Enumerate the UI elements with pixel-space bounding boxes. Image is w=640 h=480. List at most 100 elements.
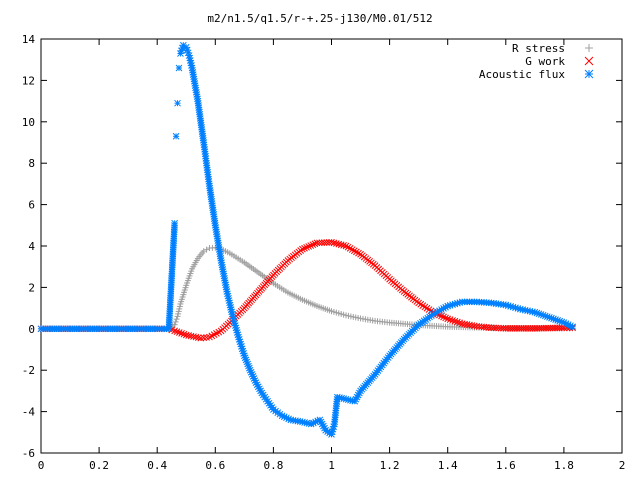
legend-label: G work	[525, 55, 565, 68]
data-point	[182, 43, 190, 51]
data-point	[400, 335, 408, 343]
data-point	[429, 310, 437, 318]
data-point	[217, 327, 225, 335]
data-point	[194, 255, 201, 262]
x-tick-label: 1.4	[438, 459, 458, 472]
data-point	[235, 333, 242, 341]
data-point	[502, 325, 510, 332]
y-tick-label: 8	[28, 157, 35, 170]
data-point	[171, 327, 178, 335]
data-point	[188, 64, 196, 72]
data-point	[172, 132, 180, 140]
x-tick-label: 0	[38, 459, 45, 472]
data-point	[240, 304, 248, 312]
data-point	[386, 275, 393, 283]
data-point	[458, 298, 466, 306]
data-point	[531, 308, 539, 316]
y-tick-label: 10	[22, 116, 35, 129]
data-point	[546, 314, 553, 321]
data-point	[444, 315, 452, 323]
data-point	[342, 242, 350, 250]
x-tick-label: 1.8	[554, 459, 574, 472]
legend-label: Acoustic flux	[479, 68, 565, 81]
data-point	[569, 323, 576, 331]
data-point	[458, 320, 466, 327]
data-point	[299, 296, 306, 303]
data-point	[386, 319, 393, 326]
chart-title: m2/n1.5/q1.5/r-+.25-j130/M0.01/512	[207, 12, 432, 25]
series-fill	[40, 244, 573, 332]
series-fill	[39, 44, 574, 437]
data-point	[229, 313, 237, 320]
data-point	[342, 395, 350, 403]
axis-ticks: 0 0.2 0.4 0.6 0.8 1 1.2 1.4 1.6 1.8 2 -6 -4 -2 0 2 4 6 8 10…	[22, 33, 626, 472]
data-point	[331, 420, 338, 428]
data-point	[270, 271, 277, 279]
data-point	[200, 139, 208, 146]
data-point	[174, 313, 181, 320]
x-tick-label: 1	[328, 459, 335, 472]
data-point	[473, 298, 481, 306]
data-point	[177, 50, 184, 57]
series-acoustic-flux	[37, 41, 576, 438]
series-r-stress	[38, 244, 576, 332]
data-point	[206, 333, 213, 341]
data-point	[287, 416, 295, 424]
data-point	[95, 325, 103, 333]
data-point	[351, 397, 359, 405]
data-point	[175, 64, 183, 72]
data-point	[371, 370, 379, 378]
data-point	[487, 324, 495, 332]
data-point	[165, 325, 173, 333]
data-point	[560, 319, 568, 326]
data-point	[171, 321, 178, 328]
x-tick-label: 2	[619, 459, 626, 472]
y-tick-label: 2	[28, 281, 35, 294]
data-point	[487, 299, 495, 307]
data-point	[343, 312, 350, 319]
data-point	[246, 366, 254, 374]
data-point	[255, 288, 263, 295]
data-point	[182, 331, 190, 339]
data-point	[226, 250, 233, 257]
data-point	[270, 406, 277, 413]
data-point	[264, 397, 271, 405]
data-point	[37, 325, 45, 333]
data-point	[284, 289, 291, 296]
data-point	[252, 379, 260, 386]
y-tick-label: 4	[28, 240, 35, 253]
data-point	[206, 245, 213, 252]
data-point	[177, 300, 184, 307]
x-tick-label: 0.4	[147, 459, 167, 472]
legend-marker	[584, 69, 594, 79]
data-point	[206, 182, 213, 190]
data-point	[328, 431, 335, 438]
y-tick-label: -4	[22, 406, 36, 419]
legend-marker	[584, 56, 594, 66]
data-point	[258, 389, 266, 397]
data-point	[357, 387, 364, 395]
data-point	[322, 426, 330, 434]
data-point	[299, 245, 306, 253]
data-point	[278, 412, 286, 420]
data-point	[371, 262, 379, 270]
y-tick-label: 0	[28, 323, 35, 336]
x-tick-label: 1.2	[380, 459, 400, 472]
data-point	[241, 259, 248, 266]
series-layer	[37, 41, 576, 438]
data-point	[211, 221, 219, 229]
x-tick-label: 0.2	[89, 459, 109, 472]
data-point	[255, 269, 262, 276]
data-point	[194, 97, 202, 105]
data-point	[307, 420, 315, 428]
y-tick-label: 12	[22, 74, 35, 87]
data-point	[328, 308, 335, 315]
data-point	[174, 99, 181, 107]
data-point	[197, 334, 205, 342]
data-point	[183, 282, 190, 289]
data-point	[299, 418, 306, 426]
data-point	[189, 265, 196, 272]
data-point	[415, 299, 423, 307]
